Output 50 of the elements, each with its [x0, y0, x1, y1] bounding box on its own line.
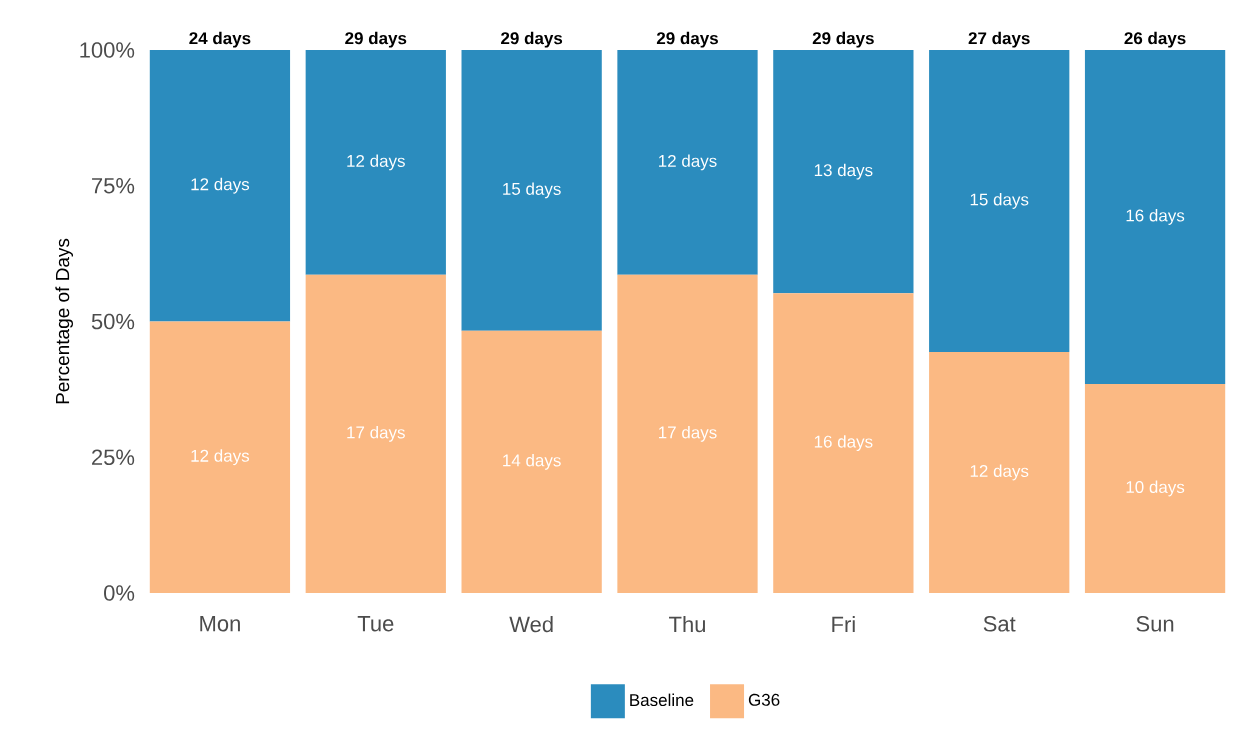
- annotation: 14 days: [503, 453, 561, 470]
- annotation: 12 days: [191, 449, 250, 466]
- bar: [1084, 49, 1226, 384]
- annotation: 29 days: [345, 31, 407, 48]
- x-tick-label: Wed: [509, 616, 553, 633]
- annotation: 15 days: [970, 193, 1029, 209]
- bar: [773, 49, 914, 294]
- bar: [149, 49, 291, 322]
- annotation: 29 days: [656, 31, 718, 48]
- annotation: 13 days: [814, 163, 873, 180]
- annotation: 17 days: [347, 425, 405, 442]
- annotation: 12 days: [191, 177, 250, 194]
- x-tick-label: Thu: [669, 616, 705, 633]
- legend-label: G36: [748, 693, 780, 706]
- annotation: 27 days: [968, 31, 1030, 48]
- bar: [305, 274, 446, 593]
- annotation: 12 days: [970, 464, 1029, 481]
- annotation: 29 days: [501, 31, 563, 48]
- annotation: 10 days: [1126, 480, 1185, 497]
- x-tick-label: Sat: [983, 616, 1016, 632]
- y-tick-label: 50%: [91, 313, 135, 330]
- bar: [461, 330, 602, 593]
- x-tick-label: Mon: [200, 616, 240, 632]
- bar: [773, 293, 914, 593]
- annotation: 24 days: [189, 31, 251, 48]
- y-tick-label: 25%: [92, 449, 135, 466]
- bar: [461, 49, 602, 331]
- annotation: 16 days: [1126, 209, 1185, 225]
- annotation: 12 days: [347, 154, 405, 171]
- annotation: 29 days: [812, 31, 874, 48]
- y-tick-label: 0%: [104, 585, 135, 601]
- bar: [617, 49, 758, 275]
- bar: [305, 49, 446, 275]
- y-tick-label: 75%: [92, 178, 135, 194]
- bar: [929, 49, 1070, 352]
- bar: [149, 321, 291, 593]
- y-axis-title: Percentage of Days: [55, 238, 74, 404]
- annotation: 15 days: [503, 182, 561, 199]
- y-tick-label: 100%: [80, 42, 135, 58]
- x-tick-label: Tue: [357, 616, 394, 632]
- annotation: 17 days: [659, 425, 717, 442]
- legend-label: Baseline: [630, 693, 694, 707]
- bar: [929, 351, 1070, 593]
- x-tick-label: Sun: [1136, 616, 1174, 632]
- annotation: 12 days: [659, 154, 717, 171]
- annotation: 16 days: [814, 435, 873, 452]
- bar: [617, 274, 758, 593]
- x-tick-label: Fri: [832, 616, 855, 632]
- annotation: 26 days: [1124, 31, 1186, 48]
- bar: [1084, 383, 1226, 593]
